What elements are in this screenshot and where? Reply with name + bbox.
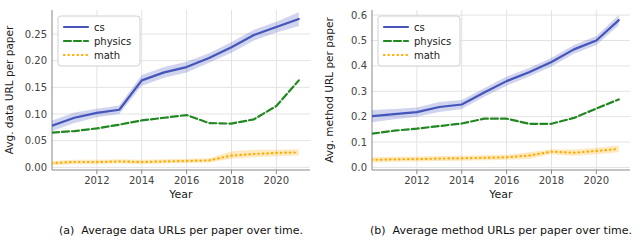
- chart-canvas: 0.00 0.05 0.10 0.15 0.20 0.25 2012 2014 2016 2018…: [0, 0, 640, 244]
- x-tick-label: 2020: [584, 175, 609, 186]
- x-grid-line: [276, 10, 277, 170]
- confidence-band: [372, 15, 619, 122]
- y-tick-label: 0.00: [25, 162, 47, 173]
- x-grid-line: [551, 10, 552, 170]
- y-grid-line: [52, 87, 310, 88]
- y-grid-line: [52, 167, 310, 168]
- legend-swatch: [64, 54, 88, 56]
- legend-swatch: [64, 40, 88, 42]
- x-axis-label: Year: [168, 188, 193, 201]
- y-grid-line: [372, 167, 630, 168]
- x-tick-label: 2012: [84, 175, 109, 186]
- y-tick-label: 0.10: [25, 109, 47, 120]
- x-tick-label: 2012: [404, 175, 429, 186]
- x-axis-line: [372, 170, 630, 171]
- legend-label: cs: [94, 22, 105, 33]
- series-line: [52, 80, 299, 132]
- x-grid-line: [596, 10, 597, 170]
- x-tick: [231, 170, 232, 174]
- plot-area: [52, 12, 299, 165]
- x-tick-label: 2020: [264, 175, 289, 186]
- x-axis-label: Year: [488, 188, 513, 201]
- x-grid-line: [461, 10, 462, 170]
- series-line: [372, 99, 619, 133]
- x-tick: [186, 170, 187, 174]
- x-tick-label: 2014: [129, 175, 154, 186]
- legend: cs physics math: [378, 16, 460, 66]
- x-tick: [551, 170, 552, 174]
- panel: 0.00 0.05 0.10 0.15 0.20 0.25 2012 2014 2016 2018…: [3, 10, 310, 237]
- y-tick-label: 0.4: [351, 60, 367, 71]
- x-tick-label: 2016: [494, 175, 519, 186]
- legend-box: [58, 16, 140, 66]
- y-tick-label: 0.05: [25, 135, 47, 146]
- y-grid-line: [372, 91, 630, 92]
- legend-swatch: [384, 54, 408, 56]
- confidence-band: [372, 146, 619, 163]
- x-tick-label: 2016: [174, 175, 199, 186]
- y-grid-line: [372, 15, 630, 16]
- legend-box: [378, 16, 460, 66]
- y-tick-label: 0.2: [351, 111, 367, 122]
- legend-label: physics: [94, 36, 131, 47]
- plot-area: [372, 15, 619, 162]
- x-tick-label: 2014: [449, 175, 474, 186]
- x-tick-label: 2018: [219, 175, 244, 186]
- x-grid-line: [186, 10, 187, 170]
- x-tick: [596, 170, 597, 174]
- x-tick: [141, 170, 142, 174]
- legend: cs physics math: [58, 16, 140, 66]
- grid: [372, 10, 630, 170]
- panel: 0.0 0.1 0.2 0.3 0.4 0.5 0.6 2012 2014 2016 2018 202…: [323, 10, 632, 237]
- confidence-band: [52, 149, 299, 165]
- x-tick: [276, 170, 277, 174]
- x-grid-line: [141, 10, 142, 170]
- y-tick-label: 0.5: [351, 35, 367, 46]
- legend-label: math: [414, 50, 440, 61]
- grid: [52, 10, 310, 170]
- series-line: [52, 152, 299, 163]
- x-tick-label: 2018: [539, 175, 564, 186]
- y-axis-line: [52, 10, 53, 170]
- legend-swatch: [384, 40, 408, 42]
- caption: (b) Average method URLs per paper over t…: [370, 224, 632, 237]
- x-tick: [506, 170, 507, 174]
- y-axis-line: [372, 10, 373, 170]
- series-line: [372, 149, 619, 160]
- y-tick-label: 0.25: [25, 29, 47, 40]
- x-axis-line: [52, 170, 310, 171]
- legend-label: physics: [414, 36, 451, 47]
- x-tick: [461, 170, 462, 174]
- x-grid-line: [506, 10, 507, 170]
- y-tick-label: 0.0: [351, 162, 367, 173]
- legend-swatch: [384, 26, 408, 28]
- x-tick: [416, 170, 417, 174]
- legend-swatch: [64, 26, 88, 28]
- y-tick-label: 0.20: [25, 55, 47, 66]
- y-tick-label: 0.1: [351, 137, 367, 148]
- confidence-band: [52, 12, 299, 131]
- y-axis-label: Avg. data URL per paper: [3, 25, 15, 154]
- legend-label: cs: [414, 22, 425, 33]
- y-grid-line: [52, 140, 310, 141]
- x-tick: [96, 170, 97, 174]
- x-grid-line: [231, 10, 232, 170]
- caption: (a) Average data URLs per paper over tim…: [59, 224, 303, 237]
- y-tick-label: 0.3: [351, 86, 367, 97]
- y-tick-label: 0.15: [25, 82, 47, 93]
- y-tick-label: 0.6: [351, 10, 367, 21]
- y-axis-label: Avg. method URL per paper: [323, 17, 335, 163]
- legend-label: math: [94, 50, 120, 61]
- y-grid-line: [372, 142, 630, 143]
